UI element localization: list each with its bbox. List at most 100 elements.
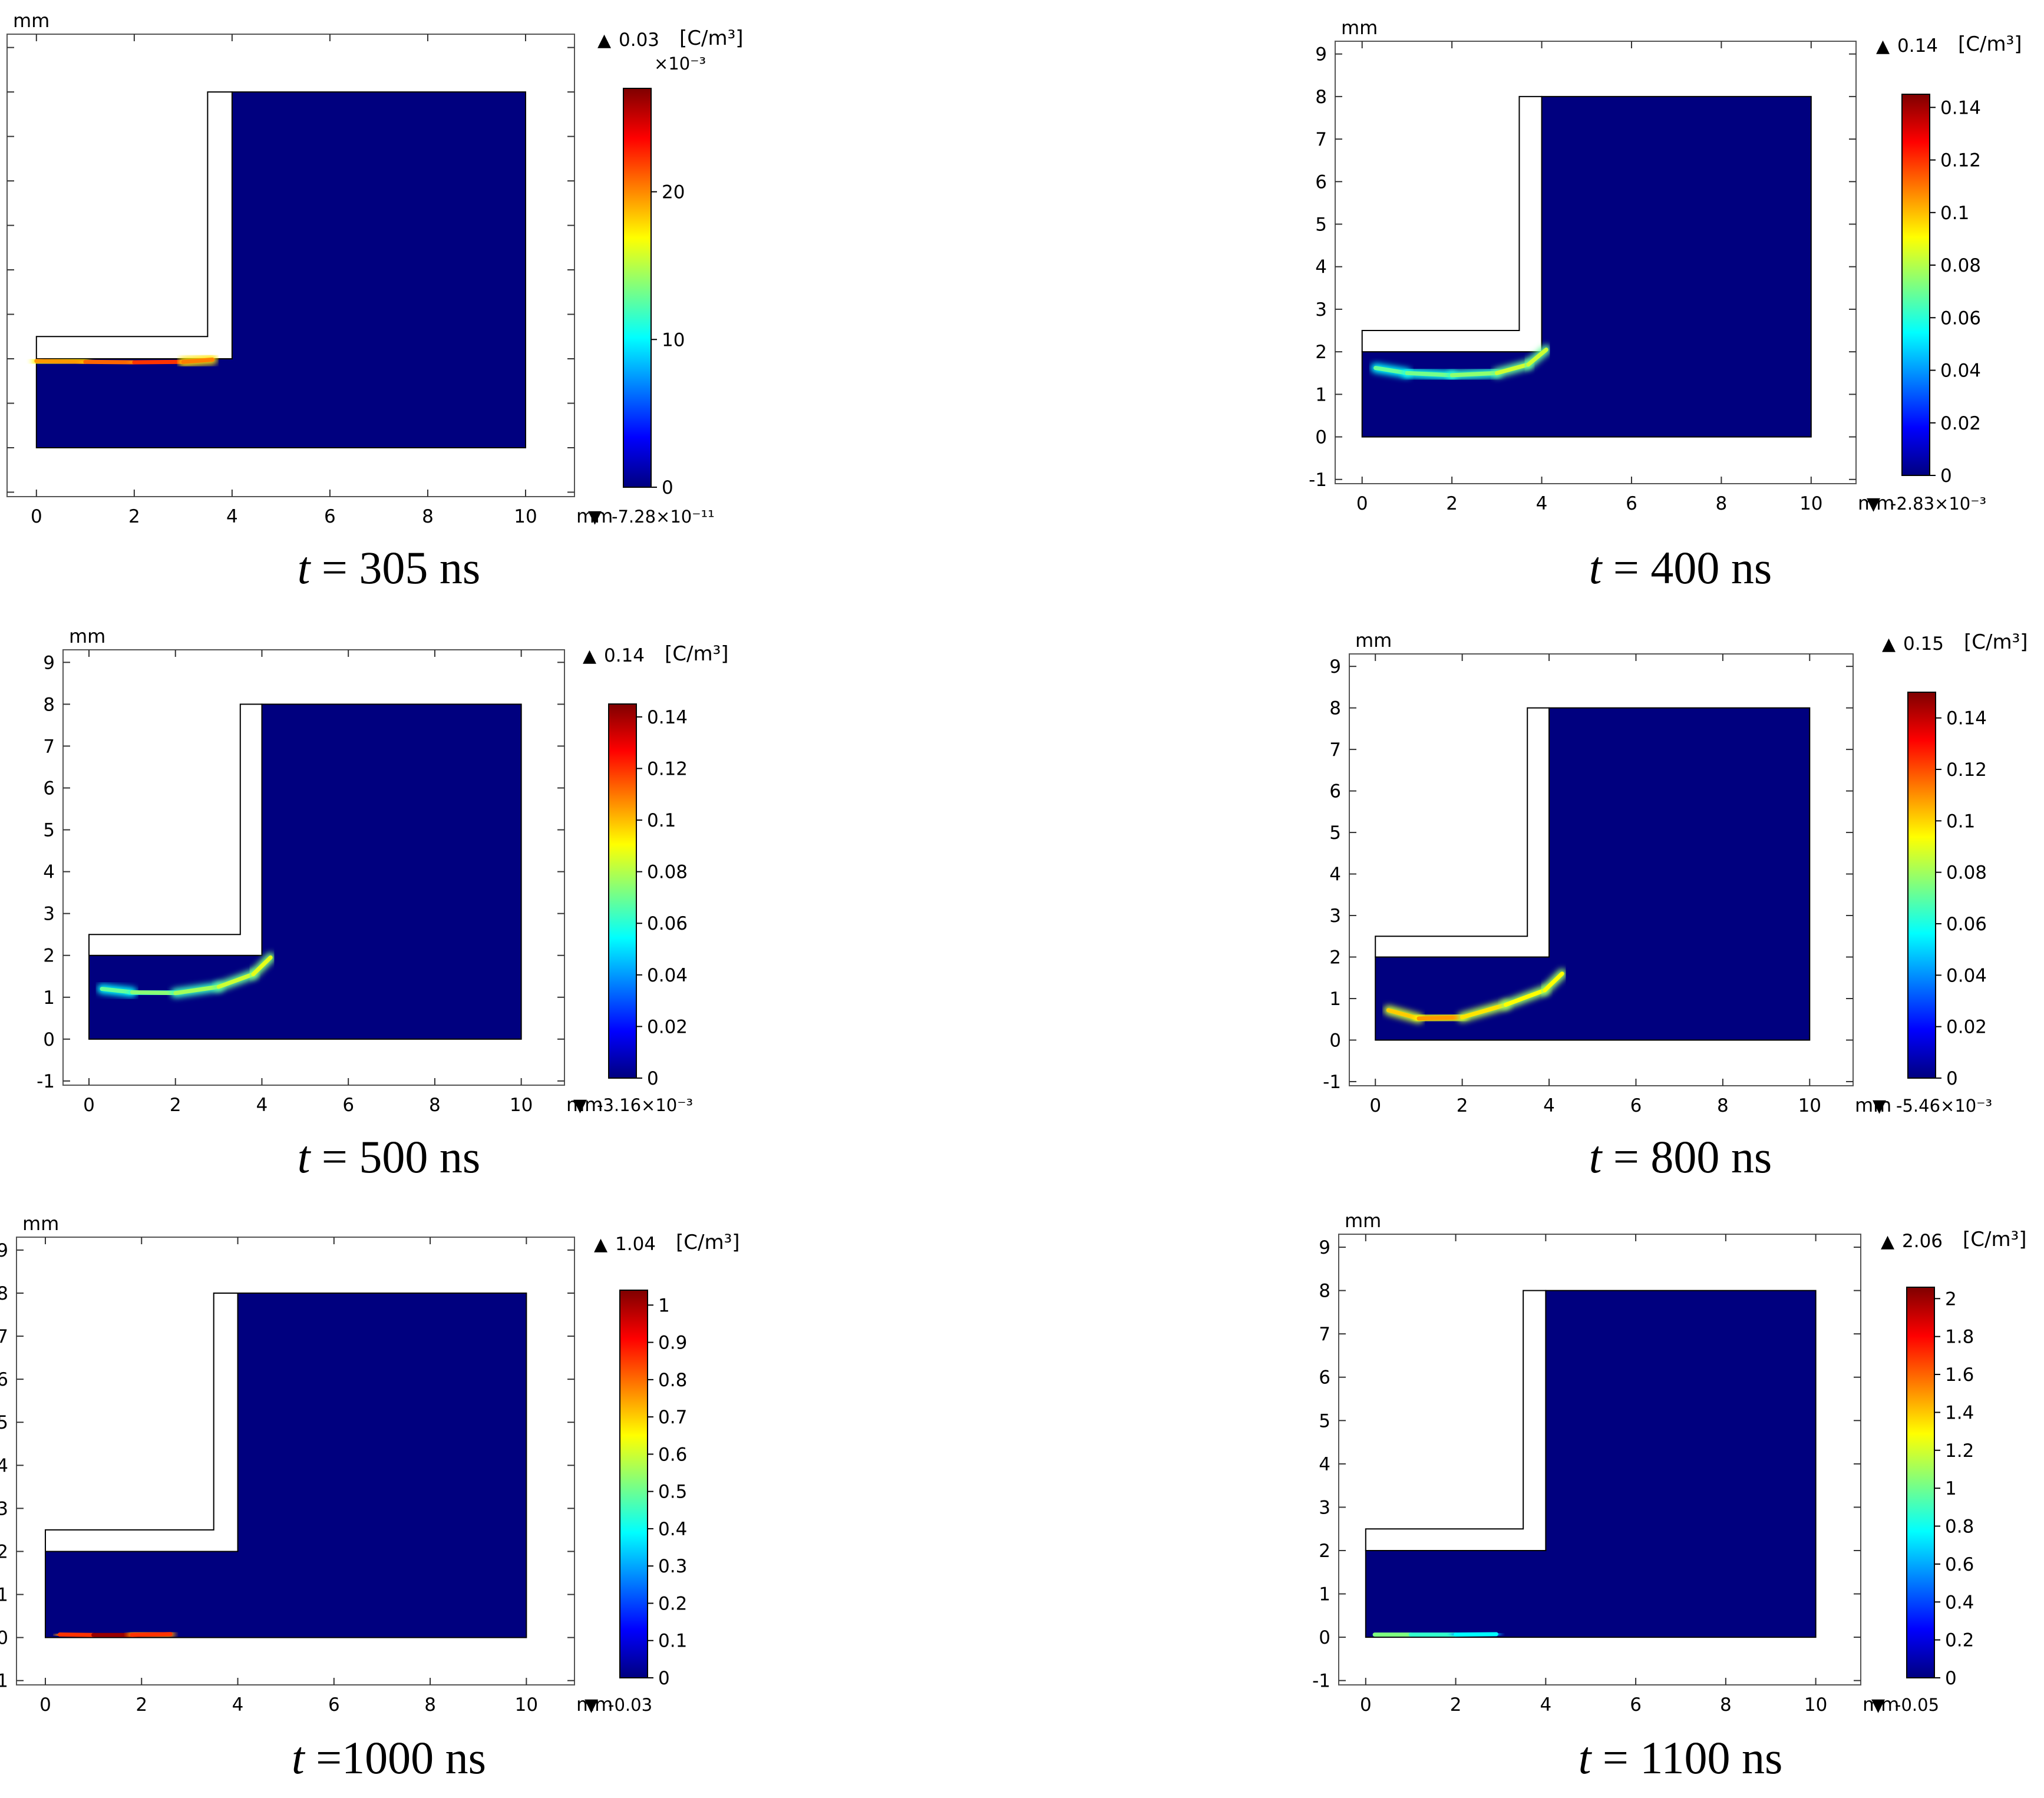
panel-caption: t = 305 ns bbox=[298, 542, 481, 593]
max-arrow-icon: ▲ bbox=[1876, 36, 1890, 57]
x-tick-label: 4 bbox=[226, 506, 238, 527]
x-tick-label: 10 bbox=[1799, 493, 1822, 514]
y-tick-label: 6 bbox=[1329, 781, 1341, 802]
y-tick-label: 6 bbox=[1315, 171, 1327, 193]
y-tick-label: 5 bbox=[1329, 822, 1341, 844]
streamer-core bbox=[1503, 988, 1547, 1007]
max-value-label: 2.06 bbox=[1902, 1231, 1943, 1252]
panel-caption: t = 500 ns bbox=[298, 1131, 481, 1182]
y-tick-label: 7 bbox=[1329, 739, 1341, 761]
x-tick-label: 2 bbox=[128, 506, 140, 527]
y-tick-label: -1 bbox=[1323, 1072, 1341, 1093]
colorbar-tick-label: 0.04 bbox=[647, 965, 688, 986]
x-tick-label: 6 bbox=[324, 506, 336, 527]
x-tick-label: 0 bbox=[1356, 493, 1368, 514]
caption-time-symbol: t bbox=[1579, 1732, 1593, 1783]
y-tick-label: 9 bbox=[1319, 1237, 1330, 1258]
x-tick-label: 8 bbox=[422, 506, 434, 527]
streamer-core bbox=[1543, 971, 1564, 993]
caption-time-value: = 800 ns bbox=[1601, 1131, 1772, 1182]
y-tick-label: 4 bbox=[0, 1455, 8, 1476]
x-tick-label: 8 bbox=[429, 1095, 441, 1116]
max-value-label: 1.04 bbox=[615, 1234, 656, 1255]
colorbar-tick-label: 0.02 bbox=[1940, 413, 1981, 434]
units-label: [C/m³] bbox=[1964, 630, 2028, 654]
streamer-core bbox=[1454, 1632, 1498, 1637]
y-tick-label: 1 bbox=[43, 987, 55, 1009]
colorbar-tick-label: 0.14 bbox=[1940, 97, 1981, 118]
x-tick-label: 2 bbox=[1457, 1095, 1468, 1116]
x-tick-label: 4 bbox=[256, 1095, 268, 1116]
colorbar-tick-label: 0.02 bbox=[1946, 1017, 1987, 1038]
electrode-outline bbox=[44, 1293, 239, 1552]
y-tick-label: 1 bbox=[1319, 1584, 1330, 1605]
x-tick-label: 10 bbox=[515, 1694, 538, 1716]
min-arrow-icon: ▼ bbox=[1871, 1695, 1885, 1716]
colorbar-tick-label: 0 bbox=[658, 1668, 670, 1689]
x-axis-unit: mm bbox=[566, 1093, 603, 1116]
x-tick-label: 4 bbox=[1543, 1095, 1555, 1116]
min-arrow-icon: ▼ bbox=[585, 1695, 598, 1716]
max-value-label: 0.14 bbox=[604, 645, 645, 666]
colorbar bbox=[623, 88, 652, 488]
streamer-core bbox=[1405, 371, 1454, 378]
y-tick-label: 4 bbox=[43, 862, 55, 883]
panel-caption: t = 1100 ns bbox=[1579, 1732, 1783, 1783]
y-tick-label: 0 bbox=[1319, 1627, 1330, 1648]
x-tick-label: 2 bbox=[136, 1694, 147, 1716]
electrode-outline bbox=[1365, 1290, 1547, 1551]
x-tick-label: 0 bbox=[1369, 1095, 1381, 1116]
x-tick-label: 2 bbox=[170, 1095, 181, 1116]
x-tick-label: 8 bbox=[424, 1694, 436, 1716]
x-tick-label: 8 bbox=[1716, 493, 1728, 514]
colorbar-tick-label: 2 bbox=[1945, 1288, 1957, 1310]
x-tick-label: 0 bbox=[1360, 1694, 1372, 1716]
y-tick-label: 9 bbox=[1315, 44, 1327, 65]
y-tick-label: 5 bbox=[1315, 214, 1327, 236]
colorbar-tick-label: 0.02 bbox=[647, 1016, 688, 1037]
colorbar-tick-label: 0 bbox=[662, 477, 673, 498]
colorbar-tick-label: 0 bbox=[1946, 1068, 1958, 1089]
max-arrow-icon: ▲ bbox=[583, 646, 596, 666]
streamer-core bbox=[1449, 371, 1499, 378]
min-value-label: -7.28×10⁻¹¹ bbox=[612, 507, 715, 527]
colorbar-tick-label: 0.3 bbox=[658, 1556, 687, 1577]
colorbar-tick-label: 0.7 bbox=[658, 1407, 687, 1428]
y-tick-label: 5 bbox=[43, 820, 55, 841]
colorbar-tick-label: 0.4 bbox=[1945, 1592, 1974, 1613]
colorbar-tick-label: 1 bbox=[1945, 1478, 1957, 1499]
units-label: [C/m³] bbox=[1963, 1228, 2026, 1251]
y-tick-label: 8 bbox=[43, 694, 55, 715]
y-tick-label: 6 bbox=[43, 778, 55, 799]
min-value-label: -3.16×10⁻³ bbox=[597, 1095, 693, 1115]
streamer-core bbox=[130, 990, 178, 996]
y-tick-label: 0 bbox=[0, 1628, 8, 1649]
colorbar-multiplier: ×10⁻³ bbox=[654, 54, 706, 74]
streamer-core bbox=[1373, 366, 1409, 375]
caption-time-value: = 305 ns bbox=[310, 542, 480, 593]
x-tick-label: 4 bbox=[1540, 1694, 1551, 1716]
colorbar-tick-label: 0.04 bbox=[1940, 361, 1981, 382]
electrode-outline bbox=[1375, 707, 1550, 958]
panel-caption: t =1000 ns bbox=[292, 1732, 486, 1783]
streamer-core bbox=[1386, 1008, 1421, 1021]
min-value-label: -5.46×10⁻³ bbox=[1896, 1096, 1992, 1116]
colorbar-tick-label: 0.12 bbox=[647, 758, 688, 779]
x-tick-label: 6 bbox=[1630, 1095, 1642, 1116]
colorbar-tick-label: 0.8 bbox=[1945, 1516, 1974, 1538]
colorbar-tick-label: 1.4 bbox=[1945, 1402, 1974, 1423]
x-tick-label: 8 bbox=[1717, 1095, 1729, 1116]
y-tick-label: 8 bbox=[1329, 698, 1341, 719]
x-tick-label: 0 bbox=[83, 1095, 95, 1116]
x-tick-label: 6 bbox=[1626, 493, 1637, 514]
colorbar-tick-label: 0.14 bbox=[1946, 708, 1987, 729]
y-tick-label: -1 bbox=[0, 1671, 8, 1692]
y-tick-label: 6 bbox=[1319, 1367, 1330, 1389]
max-arrow-icon: ▲ bbox=[1881, 1231, 1894, 1252]
x-tick-label: 6 bbox=[342, 1095, 354, 1116]
colorbar-tick-label: 0.06 bbox=[647, 913, 688, 934]
colorbar-tick-label: 1.6 bbox=[1945, 1364, 1974, 1386]
x-axis-unit: mm bbox=[576, 1693, 613, 1716]
caption-time-symbol: t bbox=[298, 542, 312, 593]
